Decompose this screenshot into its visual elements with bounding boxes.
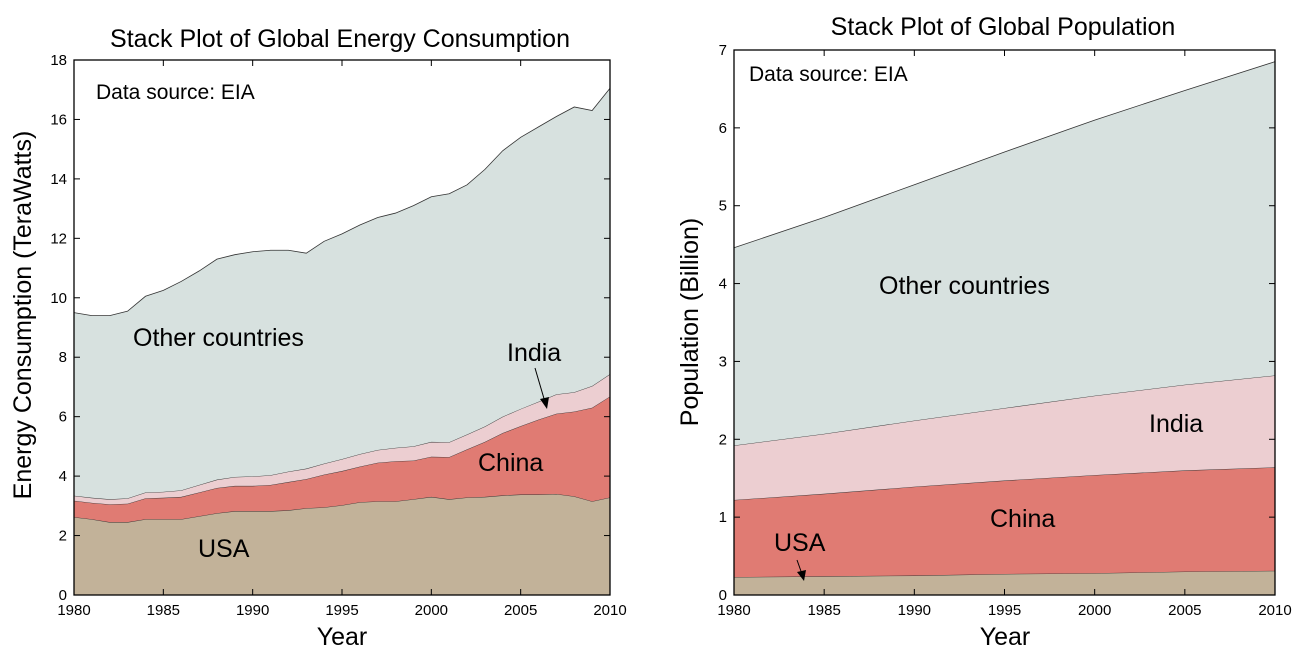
population-y-tick-label: 3: [719, 353, 727, 370]
population-x-tick-label: 1995: [988, 602, 1021, 619]
energy-plot-frame: [73, 59, 611, 596]
energy-area-other-countries: [74, 88, 610, 500]
energy-y-tick-label: 16: [50, 111, 67, 128]
population-x-tick-label: 1980: [717, 602, 750, 619]
energy-chart-title: Stack Plot of Global Energy Consumption: [110, 25, 570, 53]
population-plot-frame: [733, 49, 1276, 596]
energy-x-tick-label: 1985: [147, 602, 180, 619]
energy-india-arrow: [534, 367, 549, 409]
population-x-tick-label: 2010: [1258, 602, 1291, 619]
population-y-tick-label: 0: [719, 587, 727, 604]
population-y-axis-label: Population (Billion): [676, 218, 704, 426]
energy-ticks: 1980 1985 1990 1995 2000 2005 2010 0 2 4 6 8 10 12 14 1…: [50, 52, 626, 619]
population-area-china: [734, 467, 1275, 578]
energy-y-tick-label: 14: [50, 171, 67, 188]
population-x-tick-label: 2005: [1168, 602, 1201, 619]
population-y-tick-label: 4: [719, 276, 727, 293]
energy-chart: Stack Plot of Global Energy Consumption …: [9, 25, 627, 648]
energy-y-tick-label: 8: [59, 349, 67, 366]
population-chart-title: Stack Plot of Global Population: [831, 13, 1176, 41]
energy-y-tick-label: 2: [59, 528, 67, 545]
energy-x-tick-label: 2000: [415, 602, 448, 619]
population-y-tick-label: 7: [719, 42, 727, 59]
energy-x-tick-label: 2005: [504, 602, 537, 619]
population-areas: [733, 61, 1276, 595]
energy-y-tick-label: 6: [59, 409, 67, 426]
population-label-usa: USA: [774, 529, 826, 557]
energy-boundary-other-countries: [73, 87, 611, 317]
energy-y-tick-label: 4: [59, 468, 67, 485]
population-x-axis-label: Year: [980, 623, 1031, 648]
energy-label-india: India: [507, 339, 561, 367]
energy-area-china: [74, 396, 610, 523]
energy-y-tick-label: 18: [50, 52, 67, 69]
energy-label-other: Other countries: [133, 324, 304, 352]
energy-y-tick-label: 10: [50, 290, 67, 307]
population-y-tick-label: 2: [719, 431, 727, 448]
energy-x-tick-label: 1995: [325, 602, 358, 619]
energy-x-tick-label: 1980: [57, 602, 90, 619]
population-usa-arrow: [796, 559, 806, 581]
population-area-other-countries: [734, 61, 1275, 446]
energy-areas: [73, 87, 611, 595]
energy-y-axis-label: Energy Consumption (TeraWatts): [9, 131, 37, 500]
population-area-usa: [734, 570, 1275, 595]
energy-y-tick-label: 0: [59, 587, 67, 604]
energy-area-usa: [74, 493, 610, 595]
population-x-tick-label: 1985: [807, 602, 840, 619]
population-y-tick-label: 1: [719, 509, 727, 526]
energy-label-usa: USA: [198, 535, 250, 563]
energy-x-axis-label: Year: [317, 623, 368, 648]
population-y-tick-label: 5: [719, 198, 727, 215]
energy-label-china: China: [478, 449, 543, 477]
energy-y-tick-label: 12: [50, 230, 67, 247]
energy-x-tick-label: 2010: [593, 602, 626, 619]
population-chart: Stack Plot of Global Population 1980 1985…: [676, 13, 1292, 648]
population-label-china: China: [990, 505, 1055, 533]
population-x-tick-label: 2000: [1078, 602, 1111, 619]
population-x-tick-label: 1990: [898, 602, 931, 619]
energy-source-note: Data source: EIA: [96, 81, 255, 104]
population-boundary-other-countries: [733, 61, 1276, 249]
energy-x-tick-label: 1990: [236, 602, 269, 619]
population-label-other: Other countries: [879, 272, 1050, 300]
population-label-india: India: [1149, 410, 1203, 438]
population-area-india: [734, 375, 1275, 501]
population-source-note: Data source: EIA: [749, 63, 908, 86]
population-y-tick-label: 6: [719, 120, 727, 137]
